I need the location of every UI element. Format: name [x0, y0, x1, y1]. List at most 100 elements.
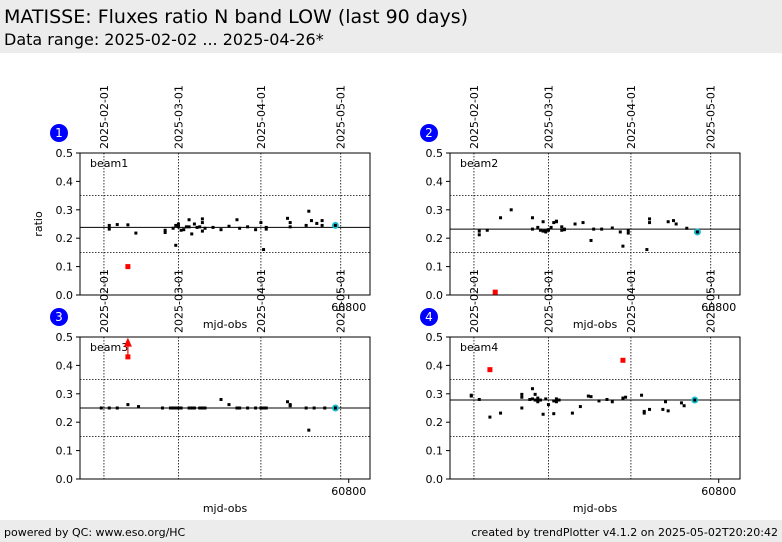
data-point	[538, 398, 542, 402]
data-point	[198, 225, 202, 229]
data-point	[538, 228, 542, 232]
data-point	[666, 220, 670, 224]
data-point	[200, 221, 204, 225]
data-point	[198, 406, 202, 410]
beam-label: beam2	[460, 157, 498, 170]
data-point	[315, 221, 319, 225]
data-point	[179, 228, 183, 232]
y-tick-label: 0.5	[56, 331, 74, 344]
data-point	[648, 217, 652, 221]
data-point	[549, 225, 553, 229]
data-point	[171, 406, 175, 410]
data-point	[685, 226, 689, 230]
y-tick-label: 0.5	[426, 147, 444, 160]
data-point	[107, 227, 111, 231]
data-point	[605, 397, 609, 401]
panel-badge-number: 1	[55, 126, 63, 140]
data-point	[477, 233, 481, 237]
data-point	[134, 231, 138, 235]
data-point	[192, 222, 196, 226]
data-point	[203, 226, 207, 230]
data-point	[126, 403, 130, 407]
data-point	[626, 228, 630, 232]
panel-badge-number: 2	[425, 126, 433, 140]
data-point	[530, 227, 534, 231]
panel-badge	[50, 308, 68, 326]
beam-label: beam1	[90, 157, 128, 170]
data-point	[211, 225, 215, 229]
y-tick-label: 0.3	[56, 204, 74, 217]
data-point	[259, 406, 263, 410]
panel-badge-number: 3	[55, 310, 63, 324]
y-tick-label: 0.0	[426, 289, 444, 302]
data-point	[176, 225, 180, 229]
data-point	[610, 400, 614, 404]
latest-point-center	[333, 406, 337, 410]
data-point	[115, 406, 119, 410]
data-point	[544, 397, 548, 401]
date-tick-label: 2025-02-01	[468, 85, 481, 149]
data-point	[246, 406, 250, 410]
data-point	[187, 218, 191, 222]
data-point	[541, 229, 545, 233]
data-point	[264, 406, 268, 410]
data-point	[168, 406, 172, 410]
date-tick-label: 2025-04-01	[625, 269, 638, 333]
data-point	[573, 222, 577, 226]
data-point	[528, 397, 532, 401]
data-point	[536, 400, 540, 404]
panel-badge-number: 4	[425, 310, 433, 324]
x-axis-label: mjd-obs	[573, 502, 618, 515]
data-point	[597, 399, 601, 403]
data-point	[304, 223, 308, 227]
latest-point-center	[695, 230, 699, 234]
data-point	[262, 406, 266, 410]
data-point	[626, 231, 630, 235]
date-tick-label: 2025-04-01	[255, 269, 268, 333]
outlier-point	[125, 264, 131, 270]
panel-beam3: 2025-02-01 2025-03-01 2025-04-01 2025-05-01…	[50, 269, 371, 515]
data-point	[642, 409, 646, 413]
y-tick-label: 0.0	[56, 289, 74, 302]
data-point	[238, 226, 242, 230]
data-point	[592, 227, 596, 231]
data-point	[264, 225, 268, 229]
data-point	[499, 216, 503, 220]
panel-badge	[50, 124, 68, 142]
data-point	[648, 221, 652, 225]
plot-frame	[449, 152, 741, 296]
data-point	[520, 395, 524, 399]
data-point	[554, 397, 558, 401]
data-point	[160, 406, 164, 410]
data-point	[264, 227, 268, 231]
y-tick-label: 0.3	[426, 204, 444, 217]
data-point	[192, 406, 196, 410]
date-tick-label: 2025-02-01	[98, 85, 111, 149]
data-point	[520, 392, 524, 396]
page-title: MATISSE: Fluxes ratio N band LOW (last 9…	[4, 6, 469, 28]
data-point	[286, 400, 290, 404]
data-point	[642, 411, 646, 415]
data-point	[520, 406, 524, 410]
data-point	[477, 397, 481, 401]
y-tick-label: 0.5	[56, 147, 74, 160]
data-point	[312, 406, 316, 410]
x-axis-label: mjd-obs	[203, 318, 248, 331]
data-point	[309, 219, 313, 223]
data-point	[621, 244, 625, 248]
data-point	[533, 398, 537, 402]
data-point	[288, 221, 292, 225]
y-tick-label: 0.1	[56, 261, 74, 274]
data-point	[682, 404, 686, 408]
data-point	[200, 217, 204, 221]
data-point	[288, 404, 292, 408]
data-point	[664, 400, 668, 404]
data-point	[235, 218, 239, 222]
data-point	[126, 223, 130, 227]
footer-bar: powered by QC: www.eso.org/HC created by…	[0, 520, 782, 542]
date-tick-label: 2025-03-01	[172, 85, 185, 149]
data-point	[137, 405, 141, 409]
outlier-marker	[123, 337, 132, 347]
data-point	[541, 220, 545, 224]
footer-credit: powered by QC: www.eso.org/HC	[4, 526, 186, 539]
